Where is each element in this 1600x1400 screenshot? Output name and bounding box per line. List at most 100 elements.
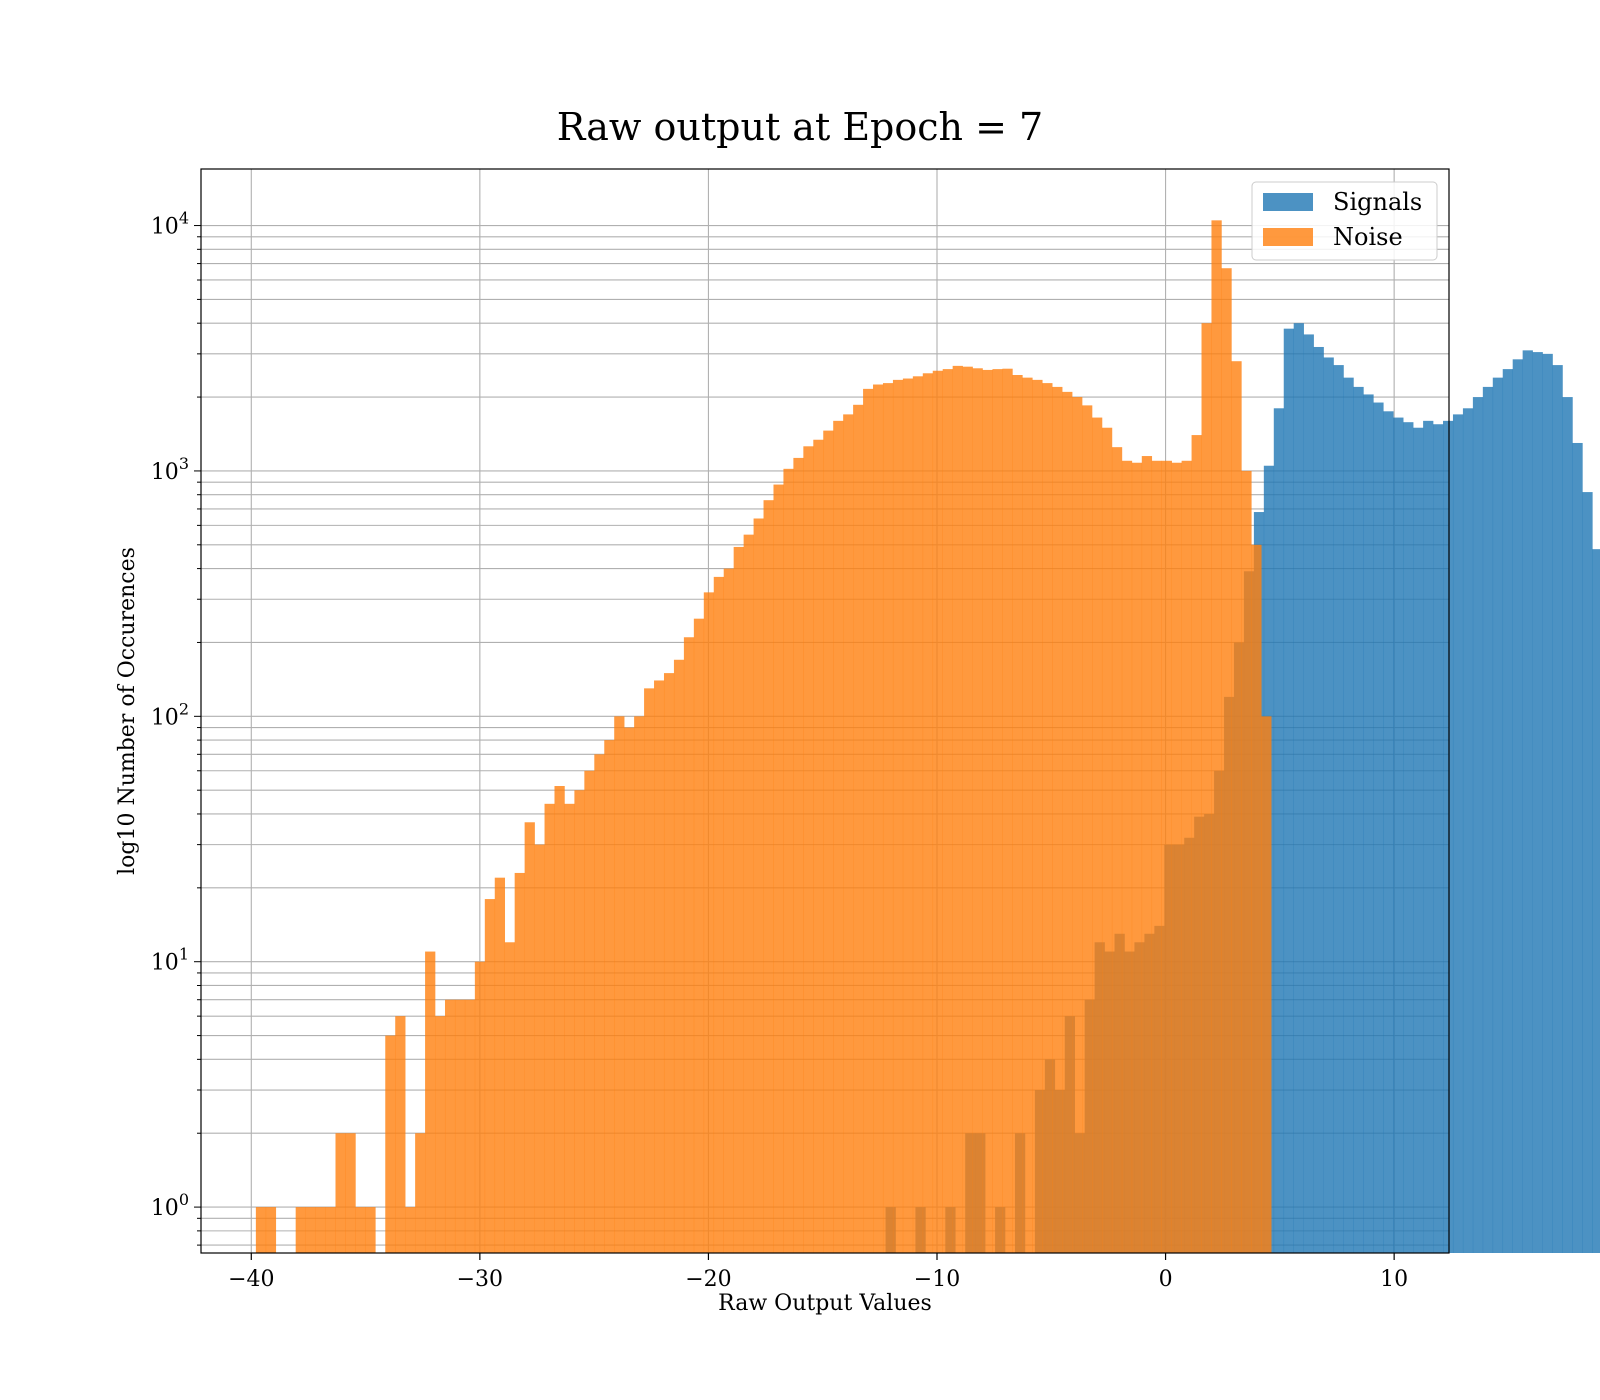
noise-bar <box>982 369 993 1253</box>
y-tick-label: 103 <box>151 454 189 485</box>
x-tick-label: −20 <box>685 1267 731 1292</box>
noise-bar <box>634 716 645 1253</box>
noise-bar <box>484 899 496 1253</box>
noise-bar <box>1221 268 1232 1253</box>
signals-bar <box>1393 417 1404 1253</box>
x-tick-label: −10 <box>914 1267 960 1292</box>
noise-bar <box>703 592 715 1253</box>
noise-bar <box>435 1016 446 1253</box>
noise-bar <box>524 822 535 1253</box>
noise-bar <box>783 468 794 1253</box>
noise-bar <box>1032 379 1043 1253</box>
signals-bar <box>1502 369 1513 1253</box>
chart-title: Raw output at Epoch = 7 <box>557 105 1043 149</box>
noise-bar <box>1042 383 1053 1253</box>
signals-bar <box>1333 365 1344 1253</box>
x-axis-label: Raw Output Values <box>718 1291 932 1316</box>
noise-bar <box>1191 435 1202 1254</box>
x-tick-label: −40 <box>228 1267 274 1292</box>
y-axis-label: log10 Number of Occurences <box>115 547 140 875</box>
signals-bar <box>1413 427 1424 1254</box>
noise-bar <box>1002 368 1013 1254</box>
noise-bar <box>1012 375 1023 1254</box>
x-axis-ticks: −40 −30 −20 −10 0 10 <box>228 1253 1408 1292</box>
noise-bar <box>693 618 705 1253</box>
y-tick-label: 104 <box>151 209 189 240</box>
noise-bar <box>454 999 466 1253</box>
noise-bar <box>992 369 1003 1253</box>
y-tick-label: 102 <box>151 699 189 730</box>
legend-swatch-signals <box>1263 193 1313 211</box>
signals-bar <box>1512 359 1523 1253</box>
signals-bar <box>1582 492 1593 1254</box>
noise-bar <box>295 1207 306 1253</box>
legend-swatch-noise <box>1263 228 1313 246</box>
signals-bar <box>1383 411 1394 1253</box>
plot-frame <box>200 168 1450 1254</box>
noise-bar <box>743 534 754 1253</box>
x-tick-label: −30 <box>457 1267 503 1292</box>
signals-bar <box>1562 397 1573 1253</box>
noise-bar <box>1241 470 1252 1253</box>
noise-bar <box>315 1207 326 1253</box>
noise-bar <box>942 369 953 1253</box>
signals-bar <box>1482 386 1494 1253</box>
noise-bar <box>644 688 655 1253</box>
noise-bar <box>365 1207 376 1253</box>
noise-bar <box>922 373 934 1253</box>
legend-label-noise: Noise <box>1333 223 1403 251</box>
noise-bar <box>494 877 506 1253</box>
noise-bar <box>853 404 864 1253</box>
noise-bar <box>614 716 625 1253</box>
signals-bar <box>1522 350 1533 1253</box>
noise-bar <box>444 999 456 1253</box>
noise-bar <box>265 1207 277 1253</box>
signals-bar <box>1423 420 1434 1253</box>
noise-bar <box>1231 361 1242 1253</box>
noise-bar <box>385 1035 396 1253</box>
noise-bar <box>1141 456 1153 1253</box>
noise-bar <box>803 446 814 1253</box>
noise-bar <box>882 383 894 1253</box>
noise-bar <box>763 500 774 1254</box>
signals-bar <box>1572 442 1583 1253</box>
signals-bar <box>1452 414 1464 1253</box>
signals-bar <box>1433 424 1444 1254</box>
legend-label-signals: Signals <box>1333 188 1422 216</box>
histogram-bars <box>255 220 1600 1254</box>
signals-bar <box>1462 408 1474 1254</box>
noise-bar <box>425 951 436 1253</box>
signals-bar <box>1532 352 1543 1253</box>
noise-bar <box>1092 417 1103 1253</box>
noise-bar <box>1201 323 1212 1254</box>
noise-bar <box>504 942 515 1253</box>
noise-bar <box>843 414 854 1253</box>
noise-bar <box>773 484 784 1253</box>
y-axis-ticks: 100 101 102 103 104 <box>151 209 201 1246</box>
noise-bar <box>1251 544 1262 1253</box>
noise-bar <box>1131 462 1143 1253</box>
noise-bar <box>564 803 575 1253</box>
noise-bar <box>1121 460 1133 1254</box>
noise-bar <box>554 786 565 1253</box>
noise-bar <box>1022 377 1033 1253</box>
signals-bar <box>1353 386 1364 1253</box>
noise-bar <box>873 384 884 1253</box>
noise-bar <box>534 844 545 1253</box>
noise-bar <box>1052 386 1063 1253</box>
noise-bar <box>713 576 725 1253</box>
signals-bar <box>1303 334 1314 1253</box>
signals-bar <box>1472 397 1484 1253</box>
noise-bar <box>912 376 924 1254</box>
noise-bar <box>415 1133 426 1253</box>
noise-bar <box>405 1207 416 1253</box>
noise-bar <box>823 430 834 1253</box>
noise-bar <box>863 388 874 1253</box>
noise-bar <box>345 1133 356 1253</box>
noise-bar <box>1082 405 1093 1253</box>
x-tick-label: 10 <box>1380 1267 1408 1292</box>
noise-bar <box>1211 220 1222 1253</box>
noise-bar <box>604 740 615 1253</box>
noise-bar <box>654 680 665 1253</box>
noise-bar <box>813 439 824 1253</box>
